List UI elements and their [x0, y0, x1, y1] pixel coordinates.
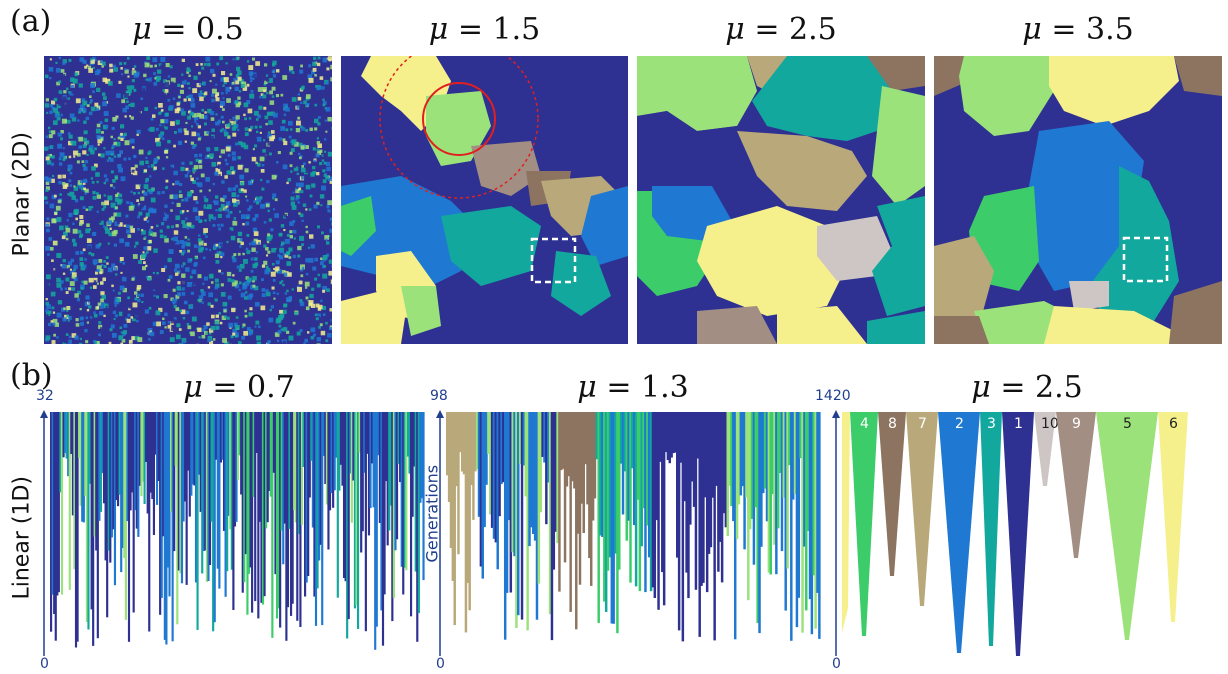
lineage-label: 7: [918, 416, 927, 432]
outer-dashed-circle: [379, 56, 539, 199]
b1-y-bottom: 0: [40, 656, 49, 672]
lineage-wedge: [850, 412, 878, 636]
lineage-wedge: [938, 412, 980, 653]
planar-map-mu-1.5: [341, 56, 628, 344]
lineage-wedge: [1002, 412, 1034, 656]
b1-y-top: 32: [36, 388, 54, 404]
planar-map-mu-2.5: [637, 56, 925, 344]
lineage-wedge: [980, 412, 1002, 646]
lineage-label: 10: [1041, 416, 1059, 432]
title-a4: μ = 3.5: [1022, 12, 1134, 47]
lineage-wedge: [906, 412, 938, 606]
dashed-box-a2: [530, 237, 577, 284]
lineage-wedge: [1034, 412, 1056, 486]
y-axis-arrow-b2: [436, 410, 444, 418]
lineage-label: 2: [955, 416, 964, 432]
lineage-label: 6: [1169, 416, 1178, 432]
panel-b-label: (b): [10, 358, 53, 393]
title-b3: μ = 2.5: [971, 370, 1083, 405]
lineage-label: 4: [860, 416, 869, 432]
lineage-label: 5: [1123, 416, 1132, 432]
lineage-label: 9: [1072, 416, 1081, 432]
planar-map-mu-0.5: [44, 56, 332, 344]
title-a3: μ = 2.5: [725, 12, 837, 47]
linear-lineages-mu-1.3: [436, 410, 821, 656]
lineage-wedge: [1158, 412, 1188, 622]
title-b2: μ = 1.3: [577, 370, 689, 405]
title-a1: μ = 0.5: [132, 12, 244, 47]
lineage-wedge: [1096, 412, 1158, 640]
y-axis-arrow-b1: [40, 410, 48, 418]
lineage-label: 3: [987, 416, 996, 432]
y-axis-arrow-b3: [832, 410, 840, 418]
lineage-label: 1: [1014, 416, 1023, 432]
lineage-label: 8: [888, 416, 897, 432]
lineage-wedge: [878, 412, 906, 576]
lineage-wedge: [1056, 412, 1096, 558]
b2-y-bottom: 0: [436, 656, 445, 672]
row-label-planar: Planar (2D): [9, 132, 35, 257]
b3-y-top: 1420: [815, 388, 851, 404]
linear-lineages-mu-2.5: 4 8 7 2 3 1 10 9 5 6: [832, 410, 1188, 656]
title-b1: μ = 0.7: [183, 370, 295, 405]
inner-circle: [422, 82, 496, 156]
linear-lineages-mu-0.7: [40, 410, 425, 656]
title-a2: μ = 1.5: [428, 12, 541, 47]
dashed-box-a4: [1122, 236, 1169, 283]
panel-a-label: (a): [10, 4, 52, 39]
row-label-linear: Linear (1D): [9, 476, 35, 600]
b2-y-top: 98: [430, 388, 448, 404]
b3-y-bottom: 0: [832, 656, 841, 672]
planar-map-mu-3.5: [934, 56, 1222, 344]
